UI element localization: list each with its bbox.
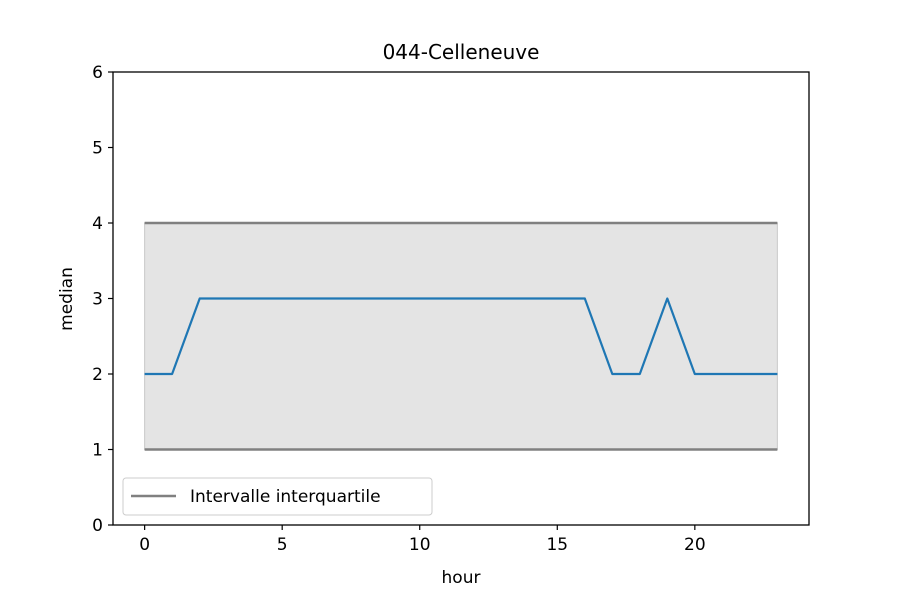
y-axis: 0 1 2 3 4 5 6 [92, 63, 113, 536]
legend: Intervalle interquartile [122, 477, 433, 516]
x-tick-label: 0 [139, 535, 150, 555]
y-axis-label: median [57, 267, 77, 331]
legend-box [122, 477, 433, 516]
y-tick-label: 3 [92, 290, 103, 310]
y-tick-label: 0 [92, 516, 103, 536]
x-axis-label: hour [442, 568, 481, 588]
x-tick-label: 5 [277, 535, 288, 555]
y-tick-label: 5 [92, 139, 103, 159]
x-tick-label: 15 [546, 535, 568, 555]
x-tick-label: 20 [684, 535, 706, 555]
y-tick-label: 6 [92, 63, 103, 83]
median-line-0 [144, 297, 778, 376]
x-axis: 0 5 10 15 20 [139, 525, 706, 555]
x-tick-label: 10 [409, 535, 431, 555]
legend-label: Intervalle interquartile [190, 487, 381, 507]
plot-area [144, 221, 778, 451]
chart-title: 044-Celleneuve [383, 40, 540, 64]
iqr-band [144, 222, 778, 450]
y-tick-label: 1 [92, 441, 103, 461]
y-tick-label: 4 [92, 214, 103, 234]
y-tick-label: 2 [92, 365, 103, 385]
